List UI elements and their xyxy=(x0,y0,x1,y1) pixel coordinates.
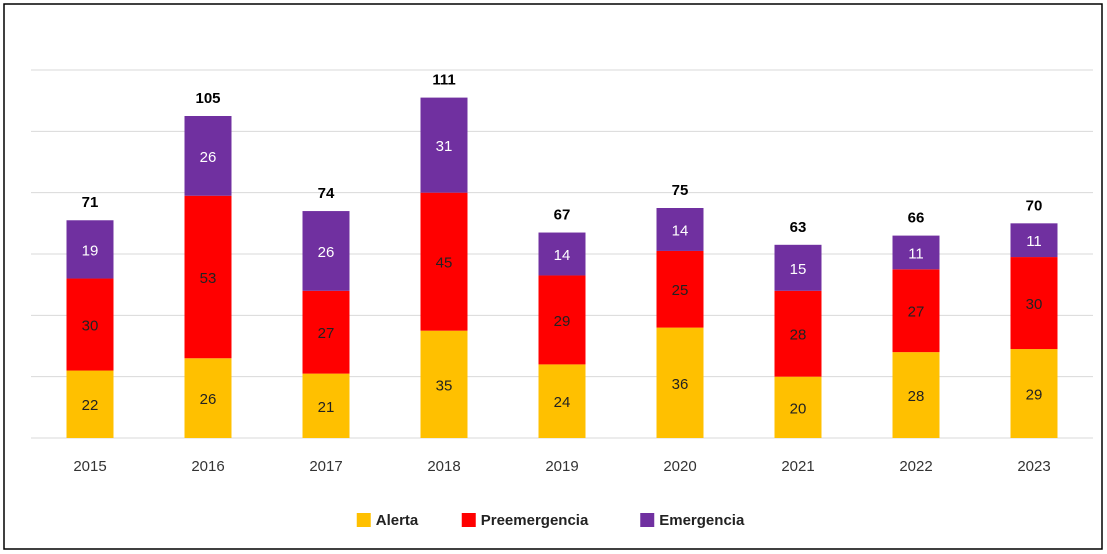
legend-label: Alerta xyxy=(376,512,419,529)
bar-segment xyxy=(302,211,350,291)
bar-segment xyxy=(184,116,232,196)
bar-segment xyxy=(892,352,940,438)
x-tick-label: 2020 xyxy=(663,458,696,475)
bar-segment xyxy=(302,290,350,374)
bar-segment xyxy=(66,278,114,371)
data-label: 28 xyxy=(790,327,807,344)
bar-segment xyxy=(538,364,586,438)
total-label: 63 xyxy=(790,219,807,236)
bar-segment xyxy=(774,244,822,291)
data-label: 29 xyxy=(1026,387,1043,404)
data-label: 30 xyxy=(1026,296,1043,313)
bar-segment xyxy=(184,195,232,359)
total-label: 70 xyxy=(1026,197,1043,214)
legend-label: Preemergencia xyxy=(481,512,589,529)
bar-segment xyxy=(892,235,940,270)
bar-segment xyxy=(774,290,822,377)
data-label: 14 xyxy=(554,247,571,264)
total-label: 75 xyxy=(672,182,689,199)
bar-segment xyxy=(1010,349,1058,438)
data-label: 25 xyxy=(672,282,689,299)
x-tick-label: 2015 xyxy=(73,458,106,475)
bar-segment xyxy=(774,376,822,438)
total-label: 71 xyxy=(82,194,99,211)
data-label: 45 xyxy=(436,255,453,272)
bar-segment xyxy=(1010,223,1058,258)
data-label: 29 xyxy=(554,313,571,330)
legend-label: Emergencia xyxy=(659,512,745,529)
legend-swatch xyxy=(461,513,476,527)
data-label: 26 xyxy=(318,244,335,261)
data-label: 35 xyxy=(436,377,453,394)
bar-segment xyxy=(420,192,468,331)
bar-segment xyxy=(302,373,350,438)
bar-segment xyxy=(420,97,468,193)
data-label: 26 xyxy=(200,149,217,166)
legend-swatch xyxy=(356,513,371,527)
data-label: 15 xyxy=(790,261,807,278)
data-label: 30 xyxy=(82,318,99,335)
total-label: 111 xyxy=(432,72,455,89)
data-label: 26 xyxy=(200,391,217,408)
bar-segment xyxy=(656,208,704,251)
x-tick-label: 2018 xyxy=(427,458,460,475)
data-label: 31 xyxy=(436,138,453,155)
total-label: 67 xyxy=(554,207,571,224)
bar-segment xyxy=(538,275,586,365)
bar-segment xyxy=(656,327,704,438)
x-tick-label: 2022 xyxy=(899,458,932,475)
x-tick-label: 2017 xyxy=(309,458,342,475)
bar-segment xyxy=(66,220,114,279)
data-label: 11 xyxy=(1026,233,1042,250)
data-label: 20 xyxy=(790,400,807,417)
total-label: 105 xyxy=(195,90,220,107)
data-label: 22 xyxy=(82,397,99,414)
data-label: 53 xyxy=(200,270,217,287)
bar-segment xyxy=(184,358,232,438)
data-label: 27 xyxy=(318,325,335,342)
total-label: 66 xyxy=(908,210,925,227)
data-label: 11 xyxy=(908,245,924,262)
data-label: 24 xyxy=(554,394,571,411)
x-tick-label: 2021 xyxy=(781,458,814,475)
x-tick-label: 2023 xyxy=(1017,458,1050,475)
data-label: 19 xyxy=(82,242,99,259)
data-label: 27 xyxy=(908,304,925,321)
total-label: 74 xyxy=(318,185,335,202)
x-tick-label: 2016 xyxy=(191,458,224,475)
x-tick-label: 2019 xyxy=(545,458,578,475)
bar-segment xyxy=(538,232,586,276)
bar-segment xyxy=(66,370,114,438)
bar-segment xyxy=(656,250,704,328)
bar-segment xyxy=(1010,257,1058,350)
data-label: 14 xyxy=(672,222,689,239)
data-label: 21 xyxy=(318,399,335,416)
bar-segment xyxy=(420,330,468,438)
bar-segment xyxy=(892,269,940,353)
data-label: 36 xyxy=(672,376,689,393)
data-label: 28 xyxy=(908,388,925,405)
legend-swatch xyxy=(640,513,655,527)
